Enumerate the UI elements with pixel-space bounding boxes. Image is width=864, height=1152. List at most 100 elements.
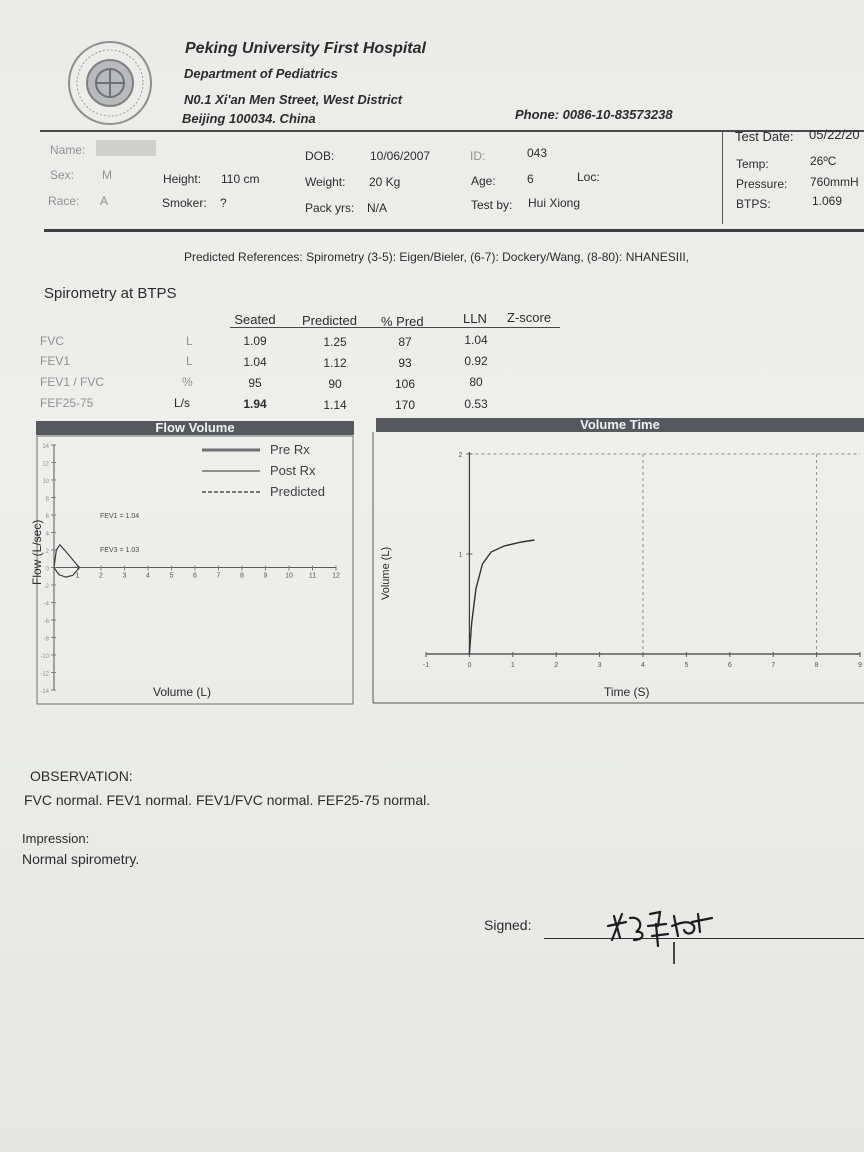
spirometry-title: Spirometry at BTPS	[44, 285, 177, 302]
department-name: Department of Pediatrics	[184, 66, 338, 81]
loc-label: Loc:	[577, 170, 600, 184]
flow-volume-x-tick-label: 4	[146, 573, 150, 580]
volume-time-y-tick-label: 1	[458, 552, 462, 559]
name-label: Name:	[50, 143, 86, 157]
col-header-pct-pred: % Pred	[381, 314, 424, 329]
flow-volume-y-tick-label: -6	[44, 619, 50, 625]
col-header-lln: LLN	[463, 311, 487, 326]
flow-volume-x-tick-label: 3	[123, 573, 127, 580]
temp-value: 26ºC	[810, 154, 837, 168]
flow-volume-y-tick-label: -8	[44, 637, 50, 643]
flow-volume-x-tick-label: 10	[285, 573, 293, 580]
flow-volume-y-tick-label: -12	[40, 672, 49, 678]
flow-volume-y-tick-label: 14	[42, 444, 49, 450]
row-lln: 0.92	[464, 354, 488, 368]
row-unit: L/s	[174, 396, 191, 410]
phone-number: Phone: 0086-10-83573238	[515, 107, 673, 122]
age-value: 6	[527, 172, 534, 186]
flow-volume-x-tick-label: 12	[332, 573, 340, 580]
flow-volume-y-tick-label: -2	[44, 584, 50, 590]
test-by-label: Test by:	[471, 198, 513, 212]
flow-volume-y-tick-label: 2	[46, 549, 50, 555]
volume-time-title: Volume Time	[580, 417, 660, 432]
flow-volume-y-tick-label: -10	[40, 654, 49, 660]
volume-time-ylabel: Volume (L)	[380, 546, 392, 600]
flow-volume-xlabel: Volume (L)	[153, 685, 212, 699]
volume-time-xlabel: Time (S)	[604, 685, 650, 699]
flow-volume-frame	[36, 435, 354, 705]
weight-label: Weight:	[305, 175, 346, 189]
volume-time-x-tick-label: 7	[771, 662, 775, 669]
signed-label: Signed:	[484, 917, 532, 933]
volume-time-x-tick-label: 3	[598, 662, 602, 669]
volume-time-y-tick-label: 2	[458, 452, 462, 459]
volume-time-x-tick-label: 4	[641, 662, 645, 669]
row-name: FVC	[40, 334, 64, 348]
height-label: Height:	[163, 172, 202, 186]
row-lln: 0.53	[464, 397, 488, 411]
smoker-value: ?	[220, 196, 227, 210]
btps-value: 1.069	[812, 194, 843, 208]
volume-time-x-tick-label: 1	[511, 662, 515, 669]
volume-time-x-tick-label: -1	[423, 662, 429, 669]
row-seated: 95	[248, 376, 262, 390]
col-header-predicted: Predicted	[302, 313, 357, 328]
redacted-name	[96, 140, 156, 156]
flow-volume-x-tick-label: 7	[217, 573, 221, 580]
header-rule	[40, 130, 864, 132]
predicted-references: Predicted References: Spirometry (3-5): …	[184, 250, 690, 264]
row-name: FEV1 / FVC	[40, 375, 105, 389]
row-seated: 1.94	[243, 397, 267, 411]
sex-label: Sex:	[50, 168, 75, 182]
pressure-value: 760mmH	[810, 175, 859, 189]
row-predicted: 1.12	[323, 356, 347, 370]
row-pct-pred: 170	[394, 398, 416, 412]
impression-title: Impression:	[22, 831, 90, 846]
patient-info-rule	[44, 229, 864, 232]
info-separator	[722, 131, 723, 224]
flow-volume-legend-label: Pre Rx	[270, 442, 310, 457]
test-date-label: Test Date:	[735, 129, 794, 144]
row-seated: 1.04	[243, 355, 267, 369]
flow-volume-x-tick-label: 1	[76, 573, 80, 580]
id-label: ID:	[470, 149, 486, 163]
hospital-name: Peking University First Hospital	[185, 40, 426, 57]
volume-time-header: Volume Time	[376, 418, 864, 432]
pack-years-value: N/A	[367, 201, 388, 215]
volume-time-x-tick-label: 6	[728, 662, 732, 669]
row-pct-pred: 87	[398, 335, 412, 349]
flow-volume-y-tick-label: 8	[46, 497, 50, 503]
flow-volume-ylabel: Flow (L/sec)	[30, 519, 44, 585]
flow-volume-title: Flow Volume	[155, 420, 235, 435]
flow-volume-header: Flow Volume	[36, 421, 354, 435]
btps-label: BTPS:	[736, 197, 771, 211]
row-predicted: 90	[328, 377, 342, 391]
table-header-rule	[230, 327, 560, 328]
address-line-2: Beijing 100034. China	[182, 111, 316, 126]
flow-volume-y-tick-label: 4	[46, 532, 50, 538]
flow-volume-x-tick-label: 11	[309, 573, 316, 580]
row-unit: L	[186, 354, 193, 368]
row-predicted: 1.25	[323, 335, 347, 349]
volume-time-pre-rx-line	[468, 539, 535, 655]
flow-volume-pre-rx-inspiratory-line	[53, 567, 81, 578]
col-header-zscore: Z-score	[507, 310, 552, 325]
flow-volume-x-tick-label: 5	[170, 573, 174, 580]
flow-volume-y-tick-label: 10	[42, 479, 49, 485]
flow-volume-legend-label: Post Rx	[270, 463, 316, 478]
flow-volume-y-tick-label: -4	[44, 602, 50, 608]
flow-volume-y-tick-label: 12	[42, 462, 49, 468]
test-date-value: 05/22/20	[809, 127, 860, 142]
row-seated: 1.09	[243, 334, 267, 348]
row-name: FEF25-75	[40, 396, 94, 410]
impression-text: Normal spirometry.	[22, 851, 140, 867]
row-unit: L	[186, 334, 193, 348]
volume-time-x-tick-label: 8	[815, 662, 819, 669]
temp-label: Temp:	[736, 157, 769, 171]
handwritten-signature	[606, 910, 714, 964]
signature-line	[544, 938, 864, 939]
volume-time-chart: 2 1 -1 0 1 2 3 4 5 6 7 8 9	[372, 432, 864, 704]
sex-value: M	[102, 168, 112, 182]
flow-volume-pre-rx-expiratory-line	[53, 543, 81, 568]
